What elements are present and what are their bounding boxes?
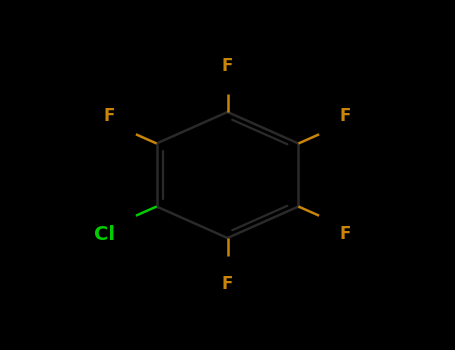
Text: F: F [222,57,233,75]
Text: F: F [340,225,351,243]
Text: F: F [340,107,351,125]
Text: Cl: Cl [94,225,115,244]
Text: F: F [222,275,233,293]
Text: F: F [104,107,115,125]
